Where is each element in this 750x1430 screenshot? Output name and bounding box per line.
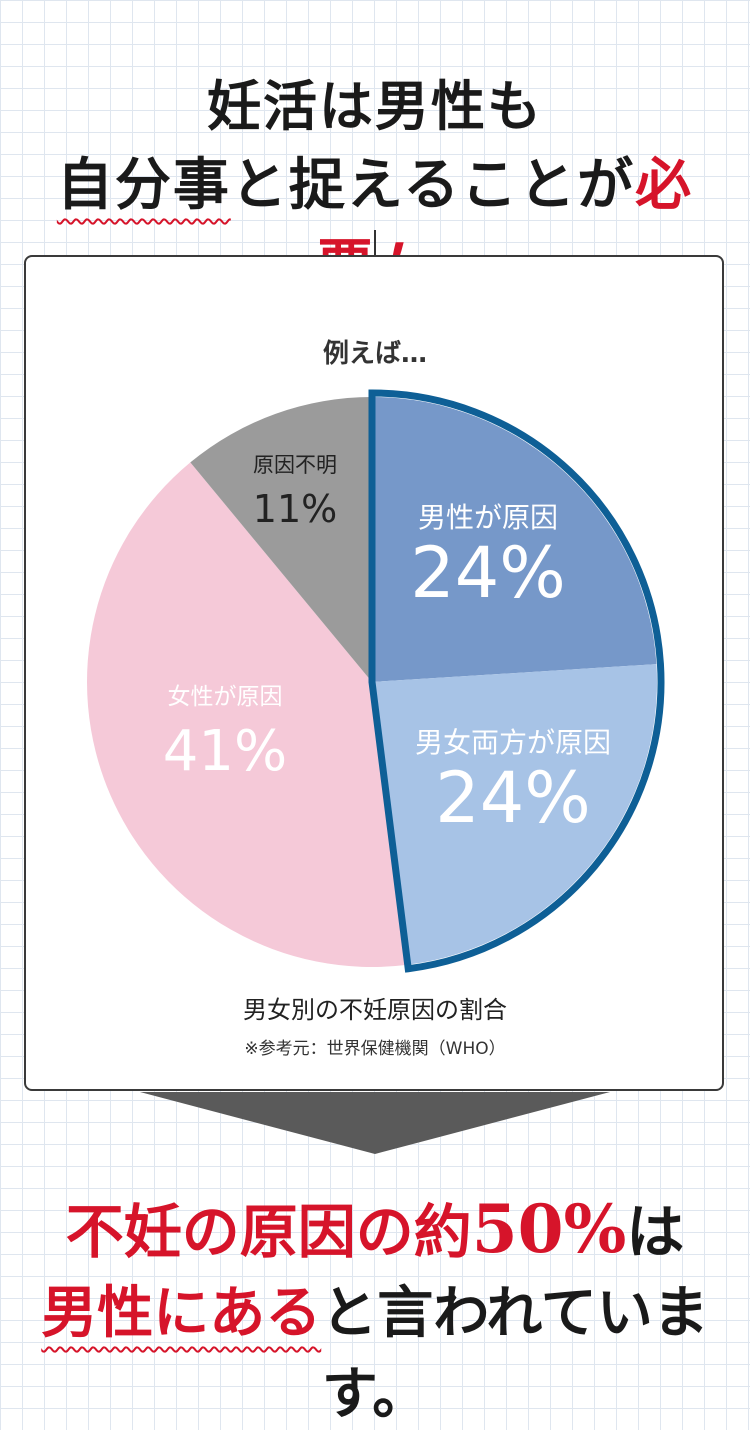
chart-title: 男女別の不妊原因の割合 [243, 996, 507, 1024]
pie-slice [190, 397, 372, 682]
pie-slice [372, 664, 657, 965]
conclusion-red-text: 不妊の原因の約 [65, 1198, 472, 1266]
chart-intro-label: 例えば… [322, 339, 427, 369]
slice-label: 女性が原因 [168, 684, 283, 710]
highlight-outline [368, 389, 665, 973]
conclusion-text-2: と言われています。 [321, 1280, 709, 1427]
headline-underlined-text: 自分事 [56, 152, 231, 218]
slice-label: 原因不明 [253, 453, 337, 477]
slice-label: 男性が原因 [418, 501, 558, 534]
conclusion-line2: 男性にあると言われています。 [0, 1268, 750, 1430]
conclusion-text-1: は [626, 1198, 685, 1266]
headline-text-1: 妊活は男性も [207, 74, 543, 138]
headline-line1: 妊活は男性も [0, 62, 750, 141]
conclusion-highlight: 男性にある [41, 1280, 322, 1346]
down-arrow-icon [140, 1092, 610, 1154]
headline-text-2: と捉えることが [230, 152, 636, 218]
chart-source-note: ※参考元：世界保健機関（WHO） [244, 1039, 506, 1059]
slice-value: 24% [410, 532, 566, 614]
slice-value: 41% [163, 719, 287, 784]
slice-value: 11% [253, 487, 337, 531]
slice-value: 24% [435, 757, 591, 839]
conclusion-number: 50% [471, 1190, 627, 1268]
slice-label: 男女両方が原因 [415, 726, 611, 759]
pie-slice [372, 397, 657, 682]
conclusion-line1: 不妊の原因の約50%は [0, 1185, 750, 1269]
pie-slice [86, 462, 408, 967]
